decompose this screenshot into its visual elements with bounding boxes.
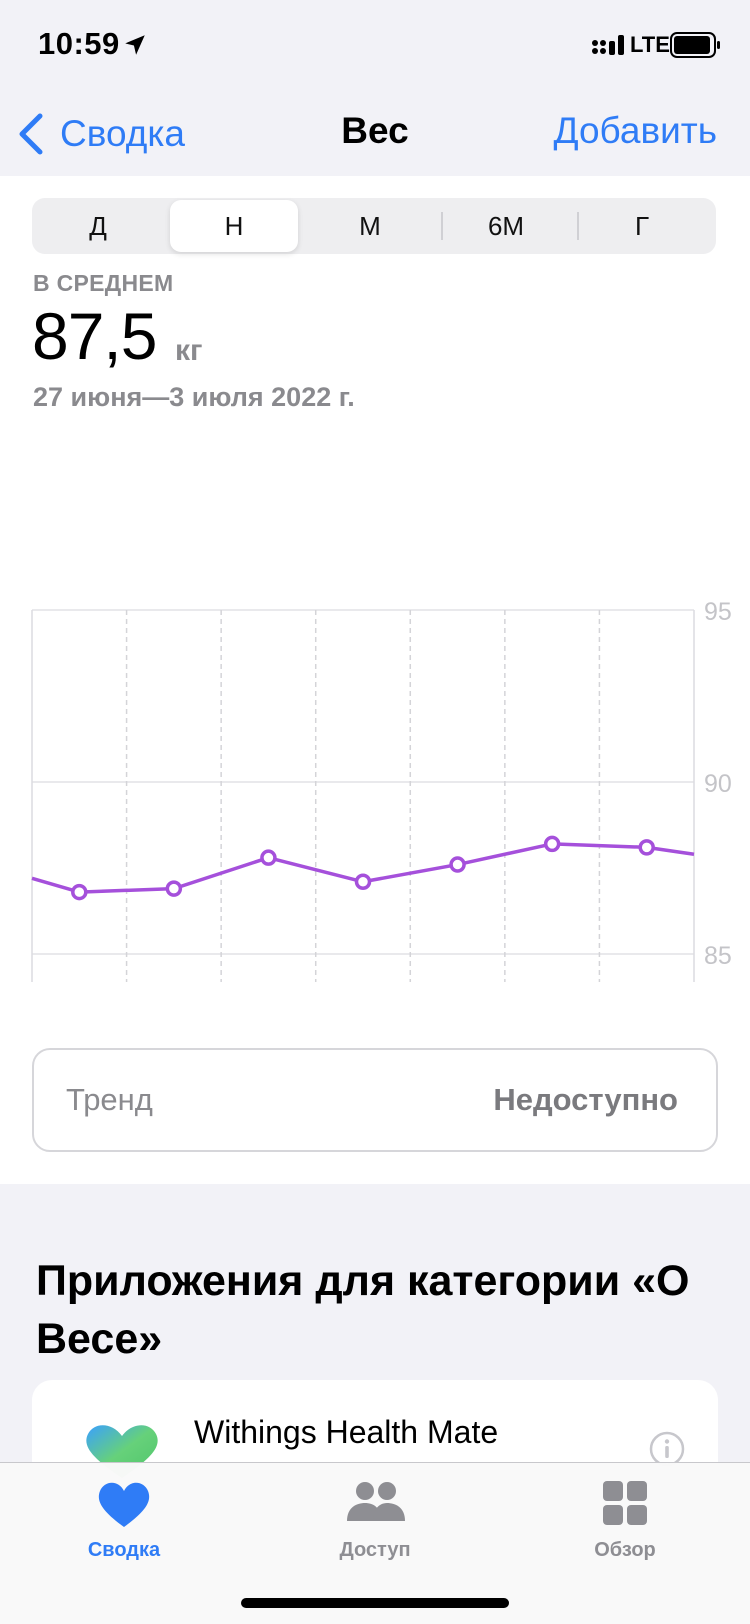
back-button[interactable]: Сводка [16,106,185,162]
weight-data-point [354,873,372,891]
tab-summary-label: Сводка [87,1539,161,1561]
tab-bar: Сводка Доступ Обзор [0,1462,750,1624]
navigation-bar: Сводка Вес Добавить [0,90,750,176]
segment-separator [441,212,443,240]
back-label: Сводка [60,113,185,154]
segment-day[interactable]: Д [89,210,107,241]
segment-6-months[interactable]: 6М [487,210,525,241]
chevron-left-icon [19,113,43,155]
date-range: 27 июня—3 июля 2022 г. [33,382,355,412]
weight-data-point [449,856,466,873]
period-selector: Д Н М 6М Г [32,198,716,254]
weight-data-point [165,880,183,897]
location-arrow-icon [125,35,145,55]
tab-browse-label: Обзор [594,1539,656,1561]
weight-data-point [638,839,655,856]
weight-line-chart[interactable]: 95908580ПнВтСрЧтПтСбВс [0,412,750,982]
weight-data-point [71,883,88,901]
segment-year[interactable]: Г [634,210,650,241]
battery-icon [670,32,720,58]
home-indicator [241,1598,509,1608]
average-value: 87,5 [32,299,157,373]
weight-data-point [543,835,561,853]
tab-browse[interactable]: Обзор [545,1477,705,1562]
people-icon [347,1482,405,1521]
trend-row[interactable]: Тренд Недоступно [32,1048,718,1152]
average-unit: кг [175,334,203,367]
status-time: 10:59 [38,26,120,61]
trend-label: Тренд [66,1082,153,1117]
app-name: Withings Health Mate [194,1414,499,1450]
tab-sharing[interactable]: Доступ [295,1477,455,1562]
weight-data-point [260,849,277,866]
trend-value: Недоступно [493,1082,678,1117]
segment-separator [577,212,579,240]
average-label: В СРЕДНЕМ [33,270,174,296]
network-type: LTE [630,32,670,57]
heart-icon [98,1482,150,1527]
y-tick-label: 90 [704,770,732,798]
segment-week[interactable]: Н [170,200,298,252]
grid-icon [603,1481,647,1525]
segment-month[interactable]: М [359,210,381,241]
tab-summary[interactable]: Сводка [44,1477,204,1562]
y-tick-label: 85 [704,942,732,970]
tab-sharing-label: Доступ [339,1539,411,1561]
y-tick-label: 95 [704,598,732,626]
status-bar: 10:59 LTE [0,0,750,90]
weight-chart-card: Д Н М 6М Г В СРЕДНЕМ 87,5 кг 27 июня—3 и… [0,176,750,1184]
add-button[interactable]: Добавить [553,110,717,151]
apps-section-title: Приложения для категории «О Весе» [36,1257,690,1363]
page-title: Вес [341,110,409,151]
signal-icon [592,35,624,55]
